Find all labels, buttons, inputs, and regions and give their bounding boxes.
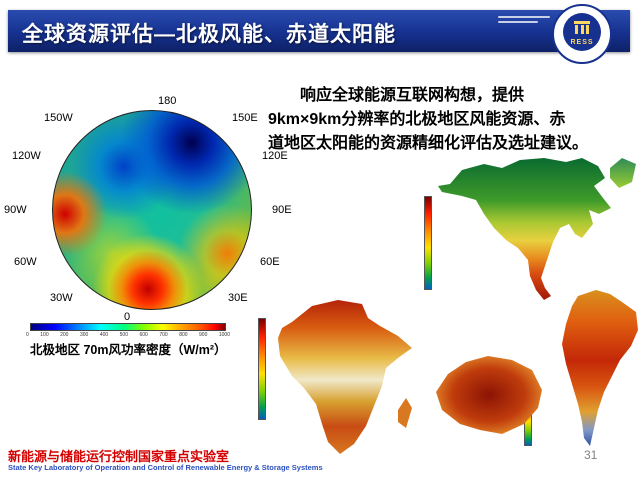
colorbar-tick: 600 bbox=[139, 332, 148, 338]
page-number: 31 bbox=[584, 448, 598, 462]
colorbar-tick: 900 bbox=[199, 332, 208, 338]
arctic-label-30e: 30E bbox=[228, 292, 248, 304]
arctic-map-caption: 北极地区 70m风功率密度（W/m²） bbox=[30, 343, 227, 357]
lab-logo-emblem: RESS bbox=[563, 13, 601, 51]
arctic-label-60e: 60E bbox=[260, 256, 280, 268]
arctic-label-120w: 120W bbox=[12, 150, 41, 162]
colorbar-tick: 200 bbox=[60, 332, 69, 338]
africa-colorbar bbox=[258, 318, 266, 420]
arctic-label-30w: 30W bbox=[50, 292, 73, 304]
footer-lab-name-cn: 新能源与储能运行控制国家重点实验室 bbox=[8, 449, 230, 464]
intro-line: 响应全球能源互联网构想，提供 bbox=[300, 87, 525, 104]
footer-lab-name-en: State Key Laboratory of Operation and Co… bbox=[8, 463, 323, 472]
building-icon bbox=[574, 21, 590, 34]
wind-power-colorbar bbox=[30, 323, 226, 331]
colorbar-tick: 500 bbox=[119, 332, 128, 338]
colorbar-tick: 800 bbox=[179, 332, 188, 338]
arctic-label-90e: 90E bbox=[272, 204, 292, 216]
arctic-polar-map bbox=[52, 110, 252, 310]
header-fine-print-line bbox=[498, 16, 550, 18]
arctic-label-120e: 120E bbox=[262, 150, 288, 162]
lab-logo: RESS bbox=[552, 4, 612, 64]
lab-logo-acronym: RESS bbox=[570, 39, 594, 46]
slide-title: 全球资源评估—北极风能、赤道太阳能 bbox=[22, 23, 396, 46]
colorbar-tick: 700 bbox=[159, 332, 168, 338]
arctic-label-180: 180 bbox=[158, 95, 177, 107]
australia-solar-map bbox=[436, 356, 542, 434]
africa-solar-map bbox=[278, 300, 412, 454]
intro-line: 9km×9km分辨率的北极地区风能资源、赤 bbox=[268, 111, 566, 128]
header-fine-print-line bbox=[498, 21, 538, 23]
colorbar-tick: 0 bbox=[26, 332, 29, 338]
wind-power-colorbar-ticks: 0 100 200 300 400 500 600 700 800 900 10… bbox=[26, 332, 230, 338]
arctic-label-0: 0 bbox=[124, 311, 131, 323]
south-america-solar-map bbox=[562, 290, 638, 446]
north-america-solar-map bbox=[438, 158, 636, 300]
title-bar bbox=[8, 10, 630, 52]
intro-line: 道地区太阳能的资源精细化评估及选址建议。 bbox=[268, 135, 589, 152]
arctic-label-150e: 150E bbox=[232, 112, 258, 124]
arctic-label-60w: 60W bbox=[14, 256, 37, 268]
arctic-label-150w: 150W bbox=[44, 112, 73, 124]
intro-text: 响应全球能源互联网构想，提供 9km×9km分辨率的北极地区风能资源、赤 道地区… bbox=[268, 84, 636, 156]
colorbar-tick: 300 bbox=[79, 332, 89, 338]
americas-colorbar bbox=[424, 196, 432, 290]
colorbar-tick: 100 bbox=[40, 332, 49, 338]
colorbar-tick: 1000 bbox=[218, 332, 230, 338]
colorbar-tick: 400 bbox=[99, 332, 109, 338]
arctic-label-90w: 90W bbox=[4, 204, 27, 216]
